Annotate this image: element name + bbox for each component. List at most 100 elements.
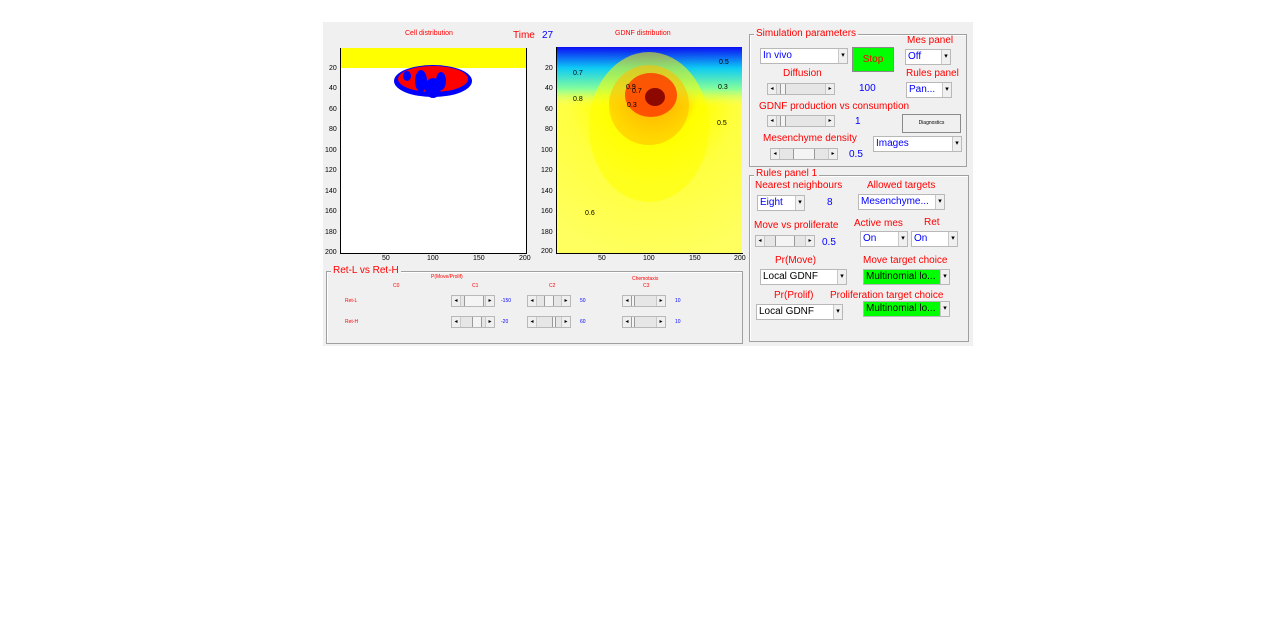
allowed-targets-label: Allowed targets [867,180,936,191]
dropdown-arrow-icon: ▾ [942,83,951,97]
mesenchyme-density-slider[interactable]: ◂ ▸ [770,148,838,160]
move-target-select-value: Multinomial lo... [866,271,936,282]
ret-col-label: C2 [549,283,556,289]
ret-group1-label: P(Move/Prolif) [431,274,463,280]
gdnf-production-label: GDNF production vs consumption [759,101,910,112]
gdnf-production-value: 1 [855,116,861,127]
cell-y-axis [340,48,341,253]
ret-l-c2-slider[interactable]: ◂ ▸ [527,295,571,307]
gdnf-ytick: 120 [541,167,553,174]
move-vs-proliferate-label: Move vs proliferate [754,220,839,231]
ret-col-label: C0 [393,283,400,289]
move-vs-proliferate-slider[interactable]: ◂ ▸ [755,235,815,247]
dropdown-arrow-icon: ▾ [838,49,847,63]
cell-ytick: 180 [325,229,337,236]
dropdown-arrow-icon: ▾ [952,137,961,151]
gdnf-ytick: 80 [545,126,553,133]
pr-move-select[interactable]: Local GDNF ▾ [760,269,847,285]
mes-panel-select-value: Off [908,51,922,62]
prolif-target-select-value: Multinomial lo... [866,303,936,314]
mesenchyme-density-label: Mesenchyme density [763,133,857,144]
ret-col-label: C3 [643,283,650,289]
cell-cluster-blue-small [403,71,411,81]
pr-prolif-label: Pr(Prolif) [774,290,814,301]
cell-xtick: 200 [519,255,531,262]
active-mes-select[interactable]: On ▾ [860,231,908,247]
cell-cluster-blue-left [415,70,427,92]
stop-button[interactable]: Stop [852,47,894,72]
ret-h-c3-value: 10 [675,319,681,325]
cell-ytick: 20 [329,65,337,72]
prolif-target-label: Proliferation target choice [830,290,944,301]
dropdown-arrow-icon: ▾ [948,232,957,246]
view-select-value: Images [876,138,909,149]
mes-panel-label: Mes panel [907,35,954,46]
ret-l-c1-slider[interactable]: ◂ ▸ [451,295,495,307]
cell-ytick: 40 [329,85,337,92]
allowed-targets-select[interactable]: Mesenchyme... ▾ [858,194,945,210]
simulation-window: Cell distribution 20 40 60 80 100 120 1 4… [323,22,973,346]
cell-xtick: 150 [473,255,485,262]
rules-panel-select[interactable]: Pan... ▾ [906,82,952,98]
gdnf-ytick: 160 [541,208,553,215]
contour-label: 0.9 [626,84,636,91]
cell-xtick: 50 [382,255,390,262]
diffusion-slider[interactable]: ◂ ▸ [767,83,835,95]
contour-label: 0.8 [573,96,583,103]
ret-h-c3-slider[interactable]: ◂ ▸ [622,316,666,328]
dropdown-arrow-icon: ▾ [935,195,944,209]
gdnf-ytick: 60 [545,106,553,113]
ret-l-c3-slider[interactable]: ◂ ▸ [622,295,666,307]
pr-prolif-select[interactable]: Local GDNF ▾ [756,304,843,320]
active-mes-select-value: On [863,233,877,244]
allowed-targets-select-value: Mesenchyme... [861,196,929,207]
cell-cluster-blue-right [436,72,446,90]
move-vs-proliferate-value: 0.5 [822,237,836,248]
gdnf-ytick: 200 [541,248,553,255]
dropdown-arrow-icon: ▾ [837,270,846,284]
ret-h-c2-value: 60 [580,319,586,325]
ret-select-value: On [914,233,928,244]
dropdown-arrow-icon: ▾ [941,50,950,64]
gdnf-ytick: 40 [545,85,553,92]
sim-params-title: Simulation parameters [754,28,859,40]
cell-right-axis [526,48,527,254]
nearest-neighbours-value: 8 [827,197,833,208]
gdnf-xtick: 150 [689,255,701,262]
gdnf-peak [645,88,665,106]
nearest-neighbours-select[interactable]: Eight ▾ [757,195,805,211]
top-band [341,48,526,68]
gdnf-xtick: 200 [734,255,746,262]
contour-label: 0.5 [717,120,727,127]
cell-ytick: 80 [329,126,337,133]
cell-plot-title: Cell distribution [405,30,453,37]
prolif-target-select[interactable]: Multinomial lo... ▾ [863,301,950,317]
pr-move-label: Pr(Move) [775,255,817,266]
cell-ytick: 120 [325,167,337,174]
move-target-label: Move target choice [863,255,948,266]
contour-label: 0.6 [585,210,595,217]
contour-label: 0.5 [719,59,729,66]
ret-row-label: Ret-H [345,319,359,325]
dropdown-arrow-icon: ▾ [795,196,804,210]
active-mes-label: Active mes [854,218,903,229]
ret-h-c1-slider[interactable]: ◂ ▸ [451,316,495,328]
nearest-neighbours-label: Nearest neighbours [755,180,843,191]
cell-x-axis [340,253,526,254]
diagnostics-button[interactable]: Diagnostics [902,114,961,133]
rules-panel-title: Rules panel 1 [754,168,820,180]
dropdown-arrow-icon: ▾ [898,232,907,246]
nearest-neighbours-select-value: Eight [760,197,783,208]
mes-panel-select[interactable]: Off ▾ [905,49,951,65]
gdnf-ytick: 100 [541,147,553,154]
gdnf-production-slider[interactable]: ◂ ▸ [767,115,835,127]
mode-select[interactable]: In vivo ▾ [760,48,848,64]
ret-select[interactable]: On ▾ [911,231,958,247]
ret-h-c2-slider[interactable]: ◂ ▸ [527,316,571,328]
view-select[interactable]: Images ▾ [873,136,962,152]
contour-label: 0.7 [632,88,642,95]
gdnf-y-axis [556,47,557,253]
time-value: 27 [542,30,554,41]
move-target-select[interactable]: Multinomial lo... ▾ [863,269,950,285]
mesenchyme-density-value: 0.5 [849,149,863,160]
